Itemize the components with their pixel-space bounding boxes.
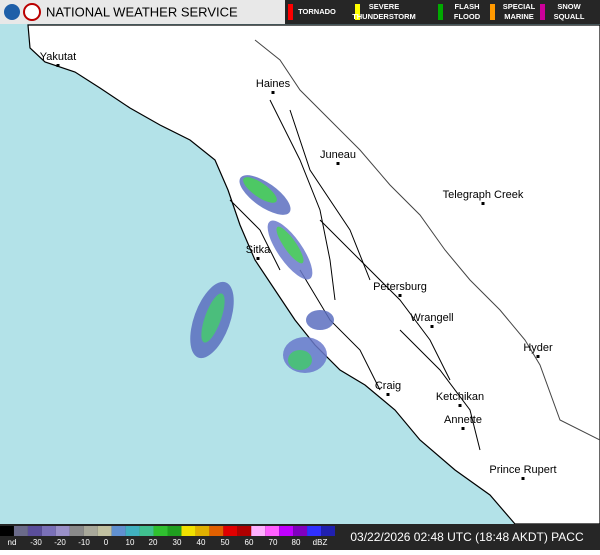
scale-label: 40 [197,538,206,547]
place-label: Yakutat [40,51,77,63]
scale-swatch [69,526,84,536]
scale-swatch [167,526,182,536]
warning-swatch [355,4,360,20]
noaa-logo [4,4,20,20]
border [254,39,600,441]
scale-label: nd [8,538,17,547]
scale-label: 60 [245,538,254,547]
scale-swatch [195,526,210,536]
scale-swatch [83,526,98,536]
warning-label: TORNADO [298,7,336,16]
place-label: Haines [256,78,291,90]
warning-label: SQUALL [554,12,585,21]
scale-swatch [321,526,335,536]
scale-label: dBZ [313,538,328,547]
place-dot [336,162,340,165]
scale-swatch [251,526,266,536]
scale-swatch [55,526,70,536]
warning-swatch [288,4,293,20]
warning-swatch [540,4,545,20]
place-dot [430,325,434,328]
warning-swatch [438,4,443,20]
land [27,24,600,525]
place-dot [398,294,402,297]
place-label: Prince Rupert [489,464,556,476]
scale-label: 50 [221,538,230,547]
scale-swatch [0,526,14,536]
scale-swatch [181,526,196,536]
scale-label: -30 [30,538,42,547]
scale-label: 70 [269,538,278,547]
place-dot [536,355,540,358]
warning-label: THUNDERSTORM [352,12,416,21]
place-dot [481,202,485,205]
place-dot [458,404,462,407]
warning-label: SPECIAL [503,2,536,11]
warning-label: MARINE [504,12,534,21]
place-dot [256,257,260,260]
place-label: Ketchikan [436,391,484,403]
scale-swatch [139,526,154,536]
scale-label: 80 [292,538,301,547]
place-labels: Yakutat Haines Juneau Telegraph Creek Sitka P… [40,51,557,480]
scale-swatch [237,526,252,536]
warning-label: SEVERE [369,2,399,11]
place-dot [461,427,465,430]
scale-swatch [13,526,28,536]
nws-logo [23,3,41,21]
scale-swatch [223,526,238,536]
header-title: NATIONAL WEATHER SERVICE [46,4,238,19]
place-label: Annette [444,414,482,426]
scale-swatch [307,526,322,536]
scale-swatch [41,526,56,536]
scale-label: -10 [78,538,90,547]
scale-label: 10 [126,538,135,547]
scale-swatch [97,526,112,536]
place-dot [271,91,275,94]
warning-label: SNOW [557,2,581,11]
warning-label: FLASH [455,2,480,11]
warning-label: FLOOD [454,12,481,21]
scale-label: 0 [104,538,109,547]
scale-swatch [125,526,140,536]
place-dot [521,477,525,480]
scale-swatch [293,526,308,536]
scale-label: 30 [173,538,182,547]
warning-swatch [490,4,495,20]
scale-swatch [111,526,126,536]
place-label: Petersburg [373,281,427,293]
timestamp: 03/22/2026 02:48 UTC (18:48 AKDT) PACC [350,530,584,544]
place-label: Hyder [523,342,553,354]
scale-swatch [209,526,224,536]
scale-swatch [27,526,42,536]
scale-swatch [265,526,280,536]
inlets [229,99,481,451]
place-label: Wrangell [410,312,453,324]
scale-swatch [153,526,168,536]
place-dot [386,393,390,396]
place-label: Sitka [246,244,271,256]
scale-label: 20 [149,538,158,547]
radar-echoes [190,175,334,373]
scale-swatch [279,526,294,536]
place-label: Craig [375,380,401,392]
scale-label: -20 [54,538,66,547]
color-scale: nd -30 -20 -10 0 10 20 30 40 50 60 70 80 dBZ [0,526,335,547]
place-label: Juneau [320,149,356,161]
place-label: Telegraph Creek [443,189,524,201]
place-dot [56,64,60,67]
